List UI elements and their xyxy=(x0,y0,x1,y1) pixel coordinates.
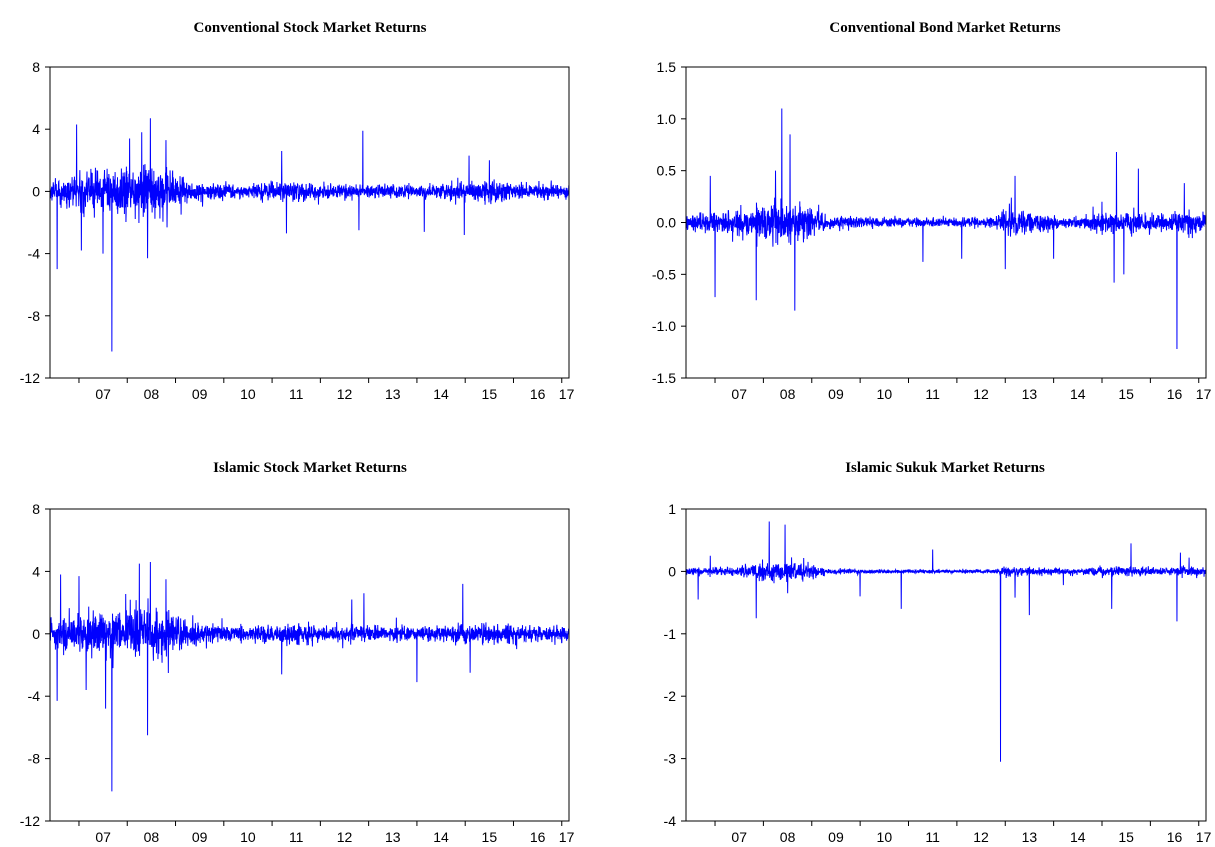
y-axis: 8 4 0 -4 -8 -12 xyxy=(20,501,50,829)
y-tick-label: -3 xyxy=(664,751,677,767)
y-tick-label: -1.0 xyxy=(652,318,676,334)
x-tick-label: 08 xyxy=(780,386,796,402)
plot-frame xyxy=(685,66,1207,379)
y-tick-label: -12 xyxy=(20,813,40,829)
x-tick-label: 12 xyxy=(973,829,989,845)
y-tick-label: 1.5 xyxy=(657,59,677,75)
chart-title: Islamic Sukuk Market Returns xyxy=(845,460,1045,476)
y-tick-label: 0 xyxy=(32,626,40,642)
x-tick-label: 09 xyxy=(192,386,208,402)
y-tick-label: 8 xyxy=(32,501,40,517)
x-tick-label: 12 xyxy=(337,829,353,845)
x-tick-label: 12 xyxy=(337,386,353,402)
x-tick-label: 08 xyxy=(144,386,160,402)
y-tick-label: 0.0 xyxy=(657,215,677,231)
x-tick-label: 09 xyxy=(828,829,844,845)
y-tick-label: -4 xyxy=(664,813,677,829)
series-line xyxy=(685,108,1207,349)
y-tick-label: 0 xyxy=(668,563,676,579)
x-tick-label: 17 xyxy=(559,829,575,845)
x-tick-label: 14 xyxy=(433,829,449,845)
x-axis: 07 08 09 10 11 12 13 14 15 16 17 xyxy=(714,378,1212,402)
x-tick-label: 15 xyxy=(1118,386,1134,402)
y-tick-label: -0.5 xyxy=(652,266,676,282)
x-tick-label: 15 xyxy=(1118,829,1134,845)
x-tick-label: 11 xyxy=(289,386,304,402)
y-tick-label: 0 xyxy=(32,183,40,199)
y-axis: 1 0 -1 -2 -3 -4 xyxy=(664,501,686,829)
x-tick-label: 16 xyxy=(530,829,546,845)
x-tick-label: 14 xyxy=(1070,829,1086,845)
x-tick-label: 11 xyxy=(925,386,940,402)
chart-panel-islamic-sukuk: Islamic Sukuk Market Returns 10-1-2-3-4 … xyxy=(664,460,1212,845)
x-tick-label: 07 xyxy=(95,829,111,845)
plot-frame xyxy=(49,66,570,379)
x-tick-label: 13 xyxy=(385,386,401,402)
chart-panel-islamic-stock: Islamic Stock Market Returns 840-4-8-12 … xyxy=(20,460,575,845)
y-tick-label: -4 xyxy=(28,688,41,704)
y-tick-label: 1.0 xyxy=(657,111,677,127)
chart-title: Islamic Stock Market Returns xyxy=(213,460,407,476)
series-line xyxy=(49,562,570,792)
y-tick-label: 1 xyxy=(668,501,676,517)
chart-panel-conventional-bond: Conventional Bond Market Returns 1.5 1.0 0… xyxy=(652,20,1212,402)
series-line xyxy=(49,118,570,352)
x-tick-label: 07 xyxy=(731,386,747,402)
x-tick-label: 16 xyxy=(530,386,546,402)
chart-title: Conventional Bond Market Returns xyxy=(829,20,1060,36)
x-tick-label: 12 xyxy=(973,386,989,402)
x-tick-label: 10 xyxy=(240,386,256,402)
chart-title: Conventional Stock Market Returns xyxy=(194,20,427,36)
x-tick-label: 07 xyxy=(731,829,747,845)
x-axis: 07 08 09 10 11 12 13 14 15 16 17 xyxy=(78,821,575,845)
x-tick-label: 17 xyxy=(1196,829,1212,845)
x-tick-label: 10 xyxy=(877,829,893,845)
y-tick-label: -1 xyxy=(664,626,677,642)
plot-frame xyxy=(49,508,570,822)
y-tick-label: -8 xyxy=(28,751,41,767)
x-axis: 07 08 09 10 11 12 13 14 15 16 17 xyxy=(714,821,1212,845)
x-tick-label: 15 xyxy=(482,829,498,845)
x-tick-label: 07 xyxy=(95,386,111,402)
x-tick-label: 14 xyxy=(433,386,449,402)
y-tick-label: -1.5 xyxy=(652,370,676,386)
series-line xyxy=(685,521,1207,762)
y-tick-label: 4 xyxy=(32,121,40,137)
x-tick-label: 15 xyxy=(482,386,498,402)
x-tick-label: 10 xyxy=(240,829,256,845)
y-tick-label: -4 xyxy=(28,246,41,262)
y-axis: 8 4 0 -4 -8 -12 xyxy=(20,59,50,386)
y-tick-label: 8 xyxy=(32,59,40,75)
x-tick-label: 13 xyxy=(1022,386,1038,402)
y-tick-label: -12 xyxy=(20,370,40,386)
x-tick-label: 08 xyxy=(780,829,796,845)
x-tick-label: 13 xyxy=(385,829,401,845)
y-tick-label: -8 xyxy=(28,308,41,324)
x-tick-label: 17 xyxy=(559,386,575,402)
y-tick-label: -2 xyxy=(664,688,677,704)
y-axis: 1.5 1.0 0.5 0.0 -0.5 -1.0 -1.5 xyxy=(652,59,686,386)
x-tick-label: 08 xyxy=(144,829,160,845)
y-tick-label: 0.5 xyxy=(657,163,677,179)
y-tick-label: 4 xyxy=(32,563,40,579)
x-tick-label: 09 xyxy=(192,829,208,845)
x-tick-label: 17 xyxy=(1196,386,1212,402)
x-tick-label: 14 xyxy=(1070,386,1086,402)
x-tick-label: 16 xyxy=(1167,386,1183,402)
plot-frame xyxy=(685,508,1207,822)
x-tick-label: 16 xyxy=(1167,829,1183,845)
x-axis: 07 08 09 10 11 12 13 14 15 16 17 xyxy=(78,378,575,402)
x-tick-label: 09 xyxy=(828,386,844,402)
x-tick-label: 10 xyxy=(877,386,893,402)
chart-panel-conventional-stock: Conventional Stock Market Returns 8 4 0 -4 -… xyxy=(20,20,575,402)
x-tick-label: 13 xyxy=(1022,829,1038,845)
x-tick-label: 11 xyxy=(925,829,940,845)
x-tick-label: 11 xyxy=(289,829,304,845)
